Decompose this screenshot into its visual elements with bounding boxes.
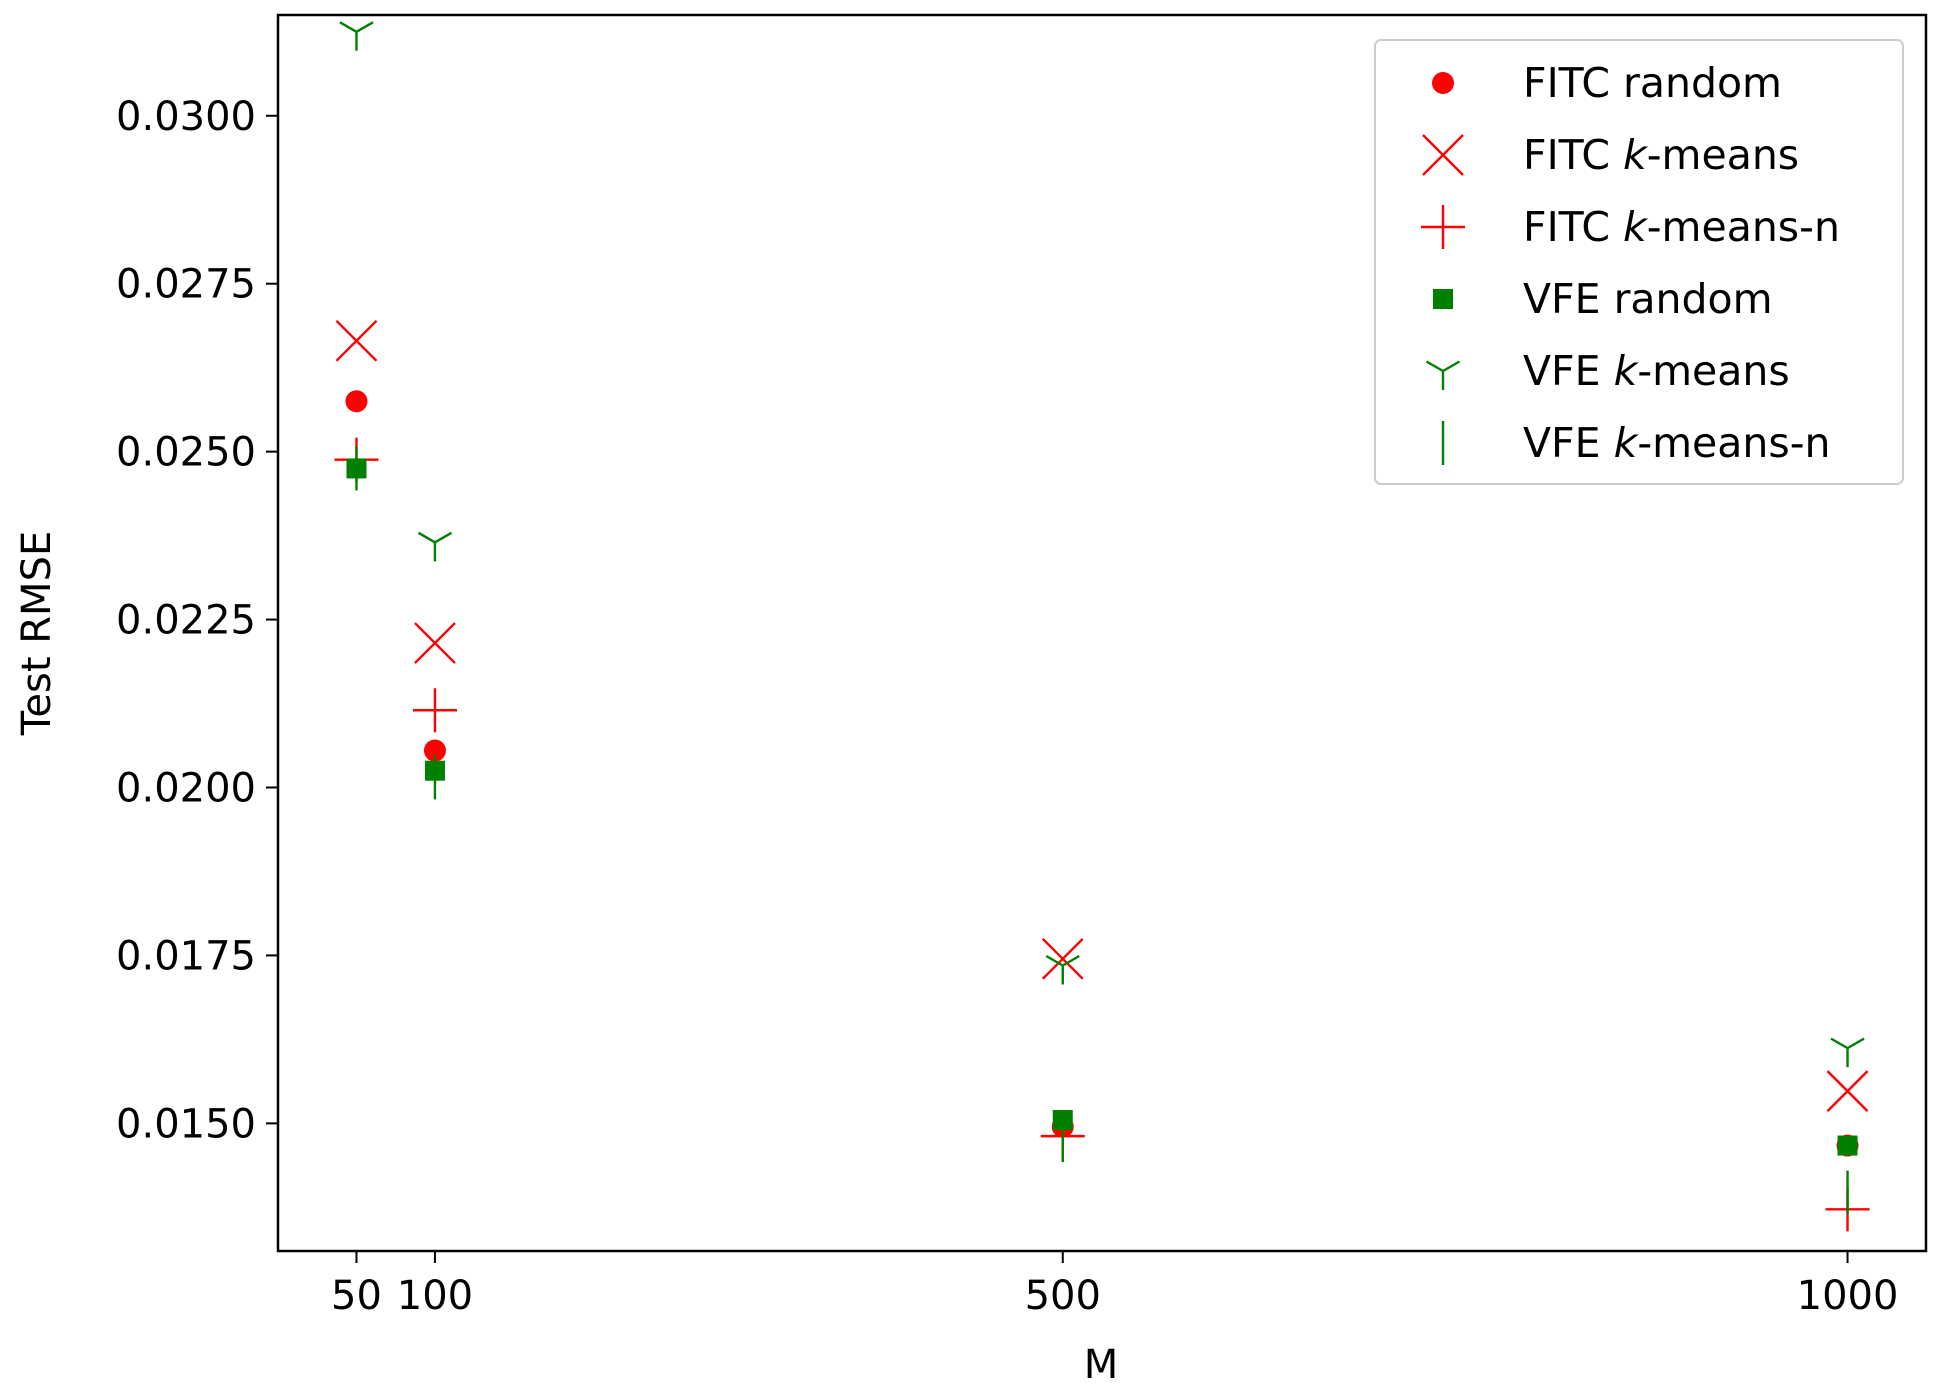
data-point-fitc-k-means-50 [335,319,378,362]
legend-label: FITC k-means-n [1523,203,1840,251]
legend-item-vfe-random: VFE random [1433,275,1773,323]
y-tick-label: 0.0225 [116,598,256,644]
legend-label: VFE k-means [1523,347,1790,395]
x-tick-label: 50 [331,1273,382,1319]
series-vfe-k-means [339,21,1865,1068]
legend-item-vfe-k-means: VFE k-means [1425,347,1790,395]
data-point-fitc-k-means-500 [1041,937,1084,980]
y-tick-label: 0.0200 [116,766,256,812]
data-point-vfe-random-1000 [1837,1135,1858,1156]
x-axis-label: M [1084,1342,1119,1388]
legend-item-fitc-k-means: FITC k-means [1422,131,1799,179]
data-point-fitc-k-means-1000 [1826,1070,1869,1112]
legend: FITC random FITC k-means FITC k-means-n VFE… [1374,39,1904,485]
legend-label: VFE random [1523,275,1773,323]
y-tick-label: 0.0150 [116,1101,256,1147]
y-tick-label: 0.0275 [116,262,256,308]
legend-item-fitc-random: FITC random [1432,59,1782,107]
y-axis: 0.0150 0.0175 0.0200 0.0225 0.0250 0.0275 0.03… [116,94,278,1147]
x-tick-label: 1000 [1797,1273,1899,1319]
data-point-fitc-k-means-100 [414,622,456,664]
y-axis-label: Test RMSE [14,531,60,736]
series-vfe-k-means-n [355,446,1849,1215]
y-tick-label: 0.0250 [116,430,256,476]
x-tick-label: 500 [1025,1273,1101,1319]
legend-marker-fitc-k-means-n [1421,205,1465,249]
legend-marker-vfe-random [1433,289,1453,309]
data-point-fitc-random-100 [423,739,446,762]
data-point-fitc-k-means-n-100 [412,688,457,733]
legend-marker-vfe-k-means [1425,360,1461,390]
y-tick-label: 0.0175 [116,933,256,979]
legend-item-vfe-k-means-n: VFE k-means-n [1441,419,1831,467]
legend-marker-fitc-k-means [1422,134,1464,176]
x-tick-label: 100 [397,1273,473,1319]
series-vfe-random [346,458,1858,1156]
legend-label: FITC k-means [1523,131,1799,179]
x-axis: 50 100 500 1000 [331,1251,1898,1319]
plot-frame [276,13,1928,1253]
data-point-vfe-k-means-50 [339,21,374,51]
y-tick-label: 0.0300 [116,94,256,140]
legend-marker-fitc-random [1432,72,1454,94]
series-fitc-k-means [335,319,1869,1112]
legend-frame [1374,39,1904,485]
legend-label: VFE k-means-n [1523,419,1831,467]
data-points [334,21,1870,1232]
data-point-vfe-k-means-500 [1045,954,1080,985]
legend-item-fitc-k-means-n: FITC k-means-n [1421,203,1840,251]
legend-label: FITC random [1523,59,1782,107]
data-point-vfe-k-means-100 [417,531,453,562]
data-point-vfe-k-means-1000 [1830,1037,1865,1068]
data-point-fitc-random-50 [345,390,368,413]
